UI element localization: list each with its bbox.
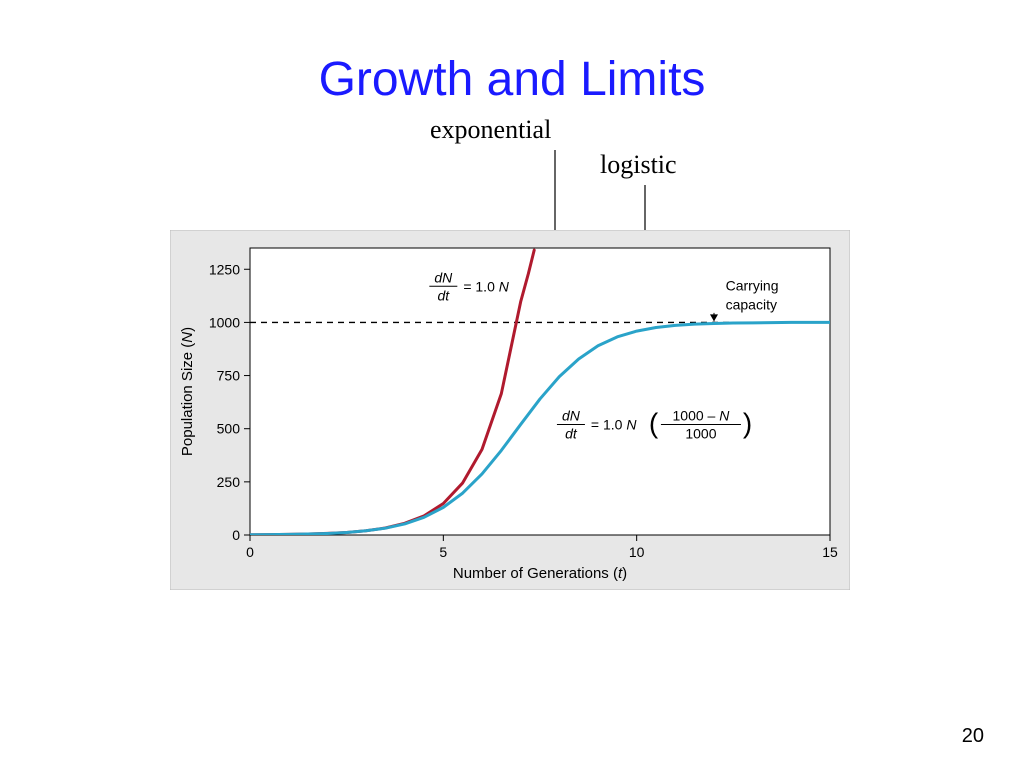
- svg-text:0: 0: [246, 544, 254, 560]
- annotation-exponential: exponential: [430, 115, 551, 145]
- svg-text:= 1.0 N: = 1.0 N: [591, 416, 637, 432]
- svg-text:1000: 1000: [685, 425, 716, 441]
- svg-text:10: 10: [629, 544, 645, 560]
- svg-text:= 1.0 N: = 1.0 N: [463, 278, 509, 294]
- svg-text:500: 500: [217, 421, 241, 437]
- svg-text:dt: dt: [437, 287, 450, 303]
- svg-text:1000: 1000: [209, 314, 240, 330]
- svg-text:5: 5: [439, 544, 447, 560]
- slide-title: Growth and Limits: [0, 52, 1024, 107]
- annotation-logistic: logistic: [600, 150, 677, 180]
- chart-svg: 0 5 10 15 0 250 500 750 1000 1250 Number of Genera…: [170, 230, 850, 590]
- svg-text:750: 750: [217, 368, 241, 384]
- growth-chart: 0 5 10 15 0 250 500 750 1000 1250 Number of Genera…: [170, 230, 850, 595]
- svg-text:0: 0: [232, 527, 240, 543]
- svg-text:dN: dN: [562, 407, 581, 423]
- svg-text:1000 – N: 1000 – N: [673, 407, 731, 423]
- svg-text:Carrying: Carrying: [726, 278, 779, 294]
- page-number: 20: [962, 725, 984, 748]
- svg-text:Population Size (N): Population Size (N): [179, 327, 196, 456]
- svg-text:Number of Generations (t): Number of Generations (t): [453, 565, 627, 582]
- svg-text:capacity: capacity: [726, 297, 777, 313]
- svg-text:dt: dt: [565, 425, 578, 441]
- svg-text:15: 15: [822, 544, 838, 560]
- svg-text:): ): [743, 407, 752, 438]
- svg-text:(: (: [649, 407, 659, 438]
- svg-text:dN: dN: [434, 269, 453, 285]
- svg-text:1250: 1250: [209, 261, 240, 277]
- svg-text:250: 250: [217, 474, 241, 490]
